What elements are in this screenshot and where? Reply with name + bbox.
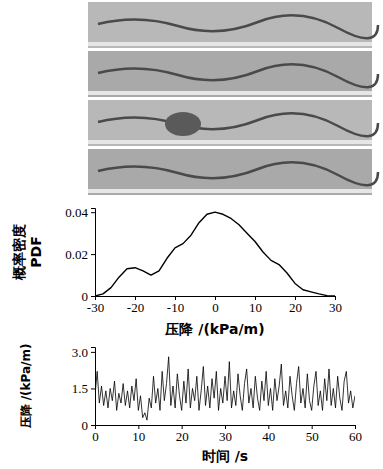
x-axis-title: 压降 /(kPa/m) xyxy=(164,321,264,337)
y-axis-title: 压降 /(kPa/m) xyxy=(19,344,33,430)
x-tick-label: -10 xyxy=(167,300,184,315)
x-axis: 0 10 20 30 40 50 60 xyxy=(92,425,362,444)
x-tick-label: 20 xyxy=(176,429,189,444)
flow-photo xyxy=(88,2,378,195)
plot-area xyxy=(95,212,335,296)
y-tick-mark xyxy=(91,425,95,426)
y-tick-label: 1.5 xyxy=(72,381,88,396)
x-tick: 30 xyxy=(219,425,232,444)
x-tick-label: 10 xyxy=(132,429,145,444)
y-tick-mark xyxy=(91,212,95,213)
y-tick-mark xyxy=(91,254,95,255)
pipe-wall xyxy=(88,189,372,193)
pipe-wall xyxy=(88,91,372,95)
x-tick: 30 xyxy=(329,296,342,315)
flow-structure xyxy=(98,113,378,136)
x-tick: 10 xyxy=(132,425,145,444)
x-tick: 60 xyxy=(349,425,362,444)
y-tick-label: 3.0 xyxy=(72,345,88,360)
chart: -30 -20 -10 0 10 20 30 0 0.02 0.04 压降 /(kPa/m) 概率密度… xyxy=(11,205,342,337)
data-line xyxy=(95,212,335,296)
y-axis-title: 概率密度 xyxy=(11,224,27,281)
y-tick-mark xyxy=(91,388,95,389)
x-tick-label: 30 xyxy=(329,300,342,315)
data-line xyxy=(95,357,355,420)
x-tick-label: 40 xyxy=(262,429,275,444)
y-tick-label: 0.04 xyxy=(65,205,88,220)
x-tick: 40 xyxy=(262,425,275,444)
y-tick: 1.5 xyxy=(72,381,95,396)
y-tick-label: 0 xyxy=(82,289,89,304)
y-tick-label: 0 xyxy=(82,418,89,433)
x-tick: 50 xyxy=(306,425,319,444)
x-tick: 0 xyxy=(212,296,219,315)
x-tick-label: 10 xyxy=(249,300,262,315)
y-tick: 0 xyxy=(82,418,96,433)
y-axis: 0 1.5 3.0 xyxy=(72,345,96,433)
x-tick-label: 0 xyxy=(92,429,99,444)
x-tick-label: 60 xyxy=(349,429,362,444)
plot-area xyxy=(95,357,355,420)
y-axis-line xyxy=(91,209,96,297)
x-tick-label: 20 xyxy=(289,300,302,315)
x-tick: -20 xyxy=(127,296,144,315)
figure: -30 -20 -10 0 10 20 30 0 0.02 0.04 压降 /(kPa/m) 概率密度… xyxy=(0,0,383,469)
x-tick: -30 xyxy=(87,296,104,315)
x-axis-title: 时间 /s xyxy=(202,448,248,464)
y-axis-title: PDF xyxy=(28,236,44,267)
y-tick-mark xyxy=(91,352,95,353)
y-axis: 0 0.02 0.04 xyxy=(65,205,95,304)
flow-structure xyxy=(98,162,378,185)
y-tick: 3.0 xyxy=(72,345,95,360)
x-tick-label: 0 xyxy=(212,300,219,315)
y-tick: 0.02 xyxy=(65,247,95,262)
x-tick: 20 xyxy=(289,296,302,315)
y-tick-mark xyxy=(91,296,95,297)
x-tick-label: -30 xyxy=(87,300,104,315)
x-axis: -30 -20 -10 0 10 20 30 xyxy=(87,296,342,315)
x-tick: 20 xyxy=(176,425,189,444)
flow-structure xyxy=(165,112,201,136)
x-tick: 10 xyxy=(249,296,262,315)
x-tick-label: 50 xyxy=(306,429,319,444)
y-axis-line xyxy=(91,348,96,426)
x-tick: 0 xyxy=(92,425,99,444)
pipe-wall xyxy=(88,140,372,144)
y-tick: 0 xyxy=(82,289,96,304)
chart: 0 10 20 30 40 50 60 0 1.5 3.0 时间 /s 压降 /(kPa/m) xyxy=(19,344,362,464)
y-tick: 0.04 xyxy=(65,205,95,220)
x-tick-label: 30 xyxy=(219,429,232,444)
pipe-wall xyxy=(88,42,372,46)
flow-structure xyxy=(98,64,378,87)
x-tick-label: -20 xyxy=(127,300,144,315)
flow-structure xyxy=(98,15,378,38)
x-tick: -10 xyxy=(167,296,184,315)
y-tick-label: 0.02 xyxy=(65,247,88,262)
